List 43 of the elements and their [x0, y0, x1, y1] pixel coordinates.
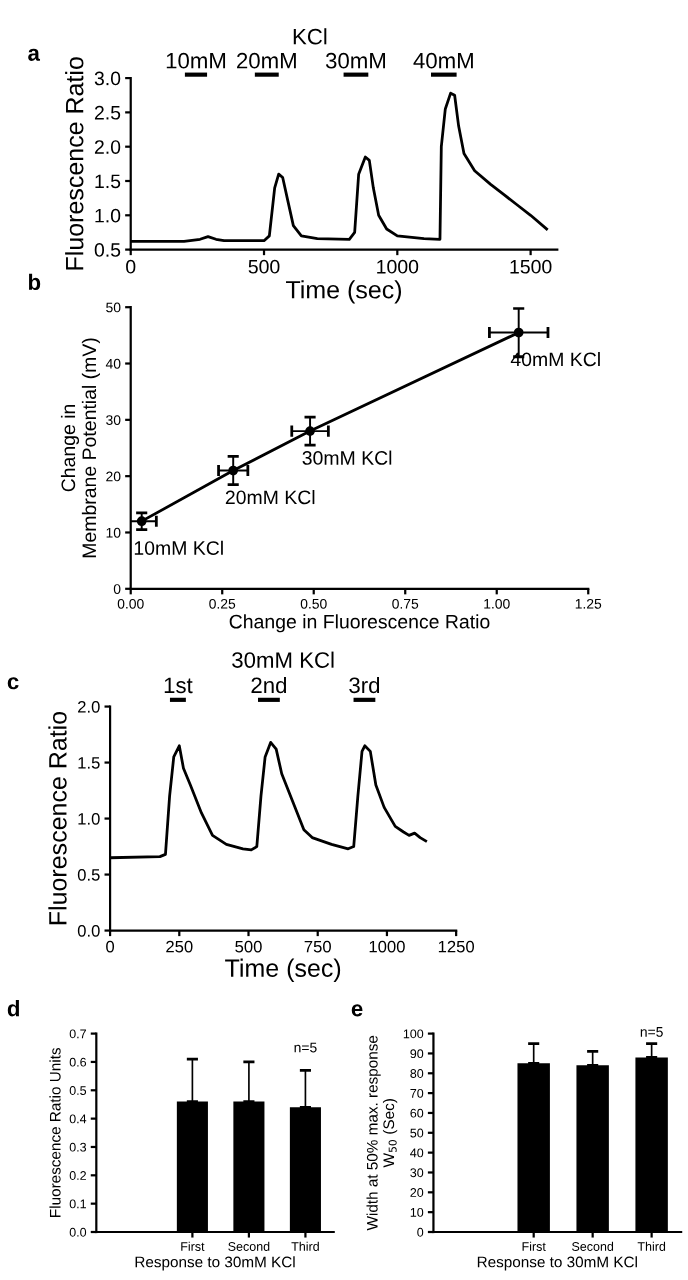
y-tick-label: 0.5: [94, 243, 121, 257]
x-tick-label: 0: [126, 259, 136, 274]
chart-title: 30mM KCl: [232, 651, 334, 668]
x-tick-label: 1250: [438, 940, 475, 953]
text: b: [28, 273, 41, 291]
annotation: 30mM KCl: [302, 450, 392, 465]
text: 1st: [164, 677, 193, 694]
y-axis-title: Fluorescence Ratio: [48, 711, 67, 925]
text: 20mM: [237, 52, 296, 69]
y-tick-label: 2.0: [94, 140, 121, 154]
y-tick-label: 3.0: [94, 71, 121, 86]
text: KCl: [293, 28, 327, 45]
y-tick-label: 2.5: [94, 105, 121, 120]
annotation: 10mM KCl: [134, 540, 223, 555]
y-axis-title: Fluorescence Ratio: [65, 57, 84, 270]
x-axis-title: Time (sec): [286, 280, 402, 304]
y-tick-label: 0.5: [77, 868, 100, 881]
x-tick-label: 750: [304, 940, 331, 953]
text: 10mM: [166, 52, 226, 69]
text: a: [28, 48, 41, 61]
text: e: [351, 1004, 363, 1017]
text: c: [7, 677, 19, 690]
x-tick-label: 1000: [377, 259, 419, 274]
text: 40mM: [413, 52, 473, 69]
x-axis-title: Change in Fluorescence Ratio: [229, 614, 490, 633]
x-tick-label: 250: [166, 940, 193, 953]
annotation: 20mM KCl: [225, 489, 315, 505]
y-tick-label: 2.0: [78, 700, 100, 713]
text: 30mM: [325, 52, 385, 69]
x-axis-title: Time (sec): [225, 958, 341, 982]
y-tick-label: 1.5: [78, 757, 100, 769]
x-tick-label: 1500: [510, 259, 552, 274]
y-tick-label: 1.5: [95, 174, 121, 189]
x-tick-label: 500: [235, 940, 262, 953]
y-tick-label: 1.0: [78, 812, 100, 825]
text: 2nd: [251, 676, 287, 694]
text: d: [7, 1000, 19, 1017]
y-tick-label: 0.0: [77, 924, 100, 937]
y-tick-label: 1.0: [95, 208, 121, 223]
x-tick-label: 500: [248, 259, 280, 274]
text: 3rd: [349, 676, 380, 694]
y-axis-title: Change in Membrane Potential (mV): [60, 338, 100, 558]
x-tick-label: 1000: [369, 940, 405, 953]
